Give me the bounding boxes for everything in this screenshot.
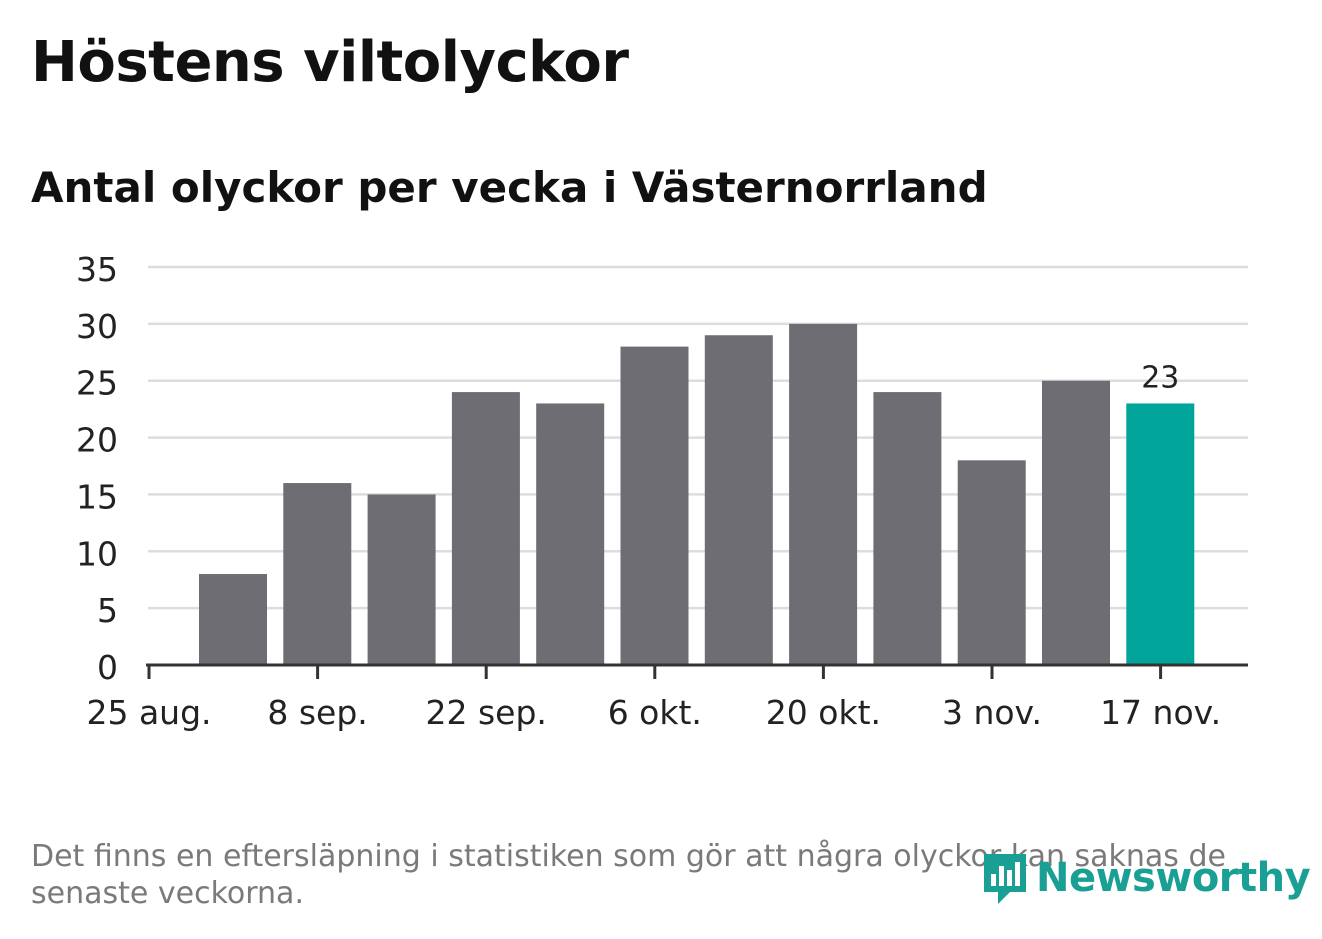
bar [1042, 380, 1110, 665]
y-tick-label: 25 [76, 364, 118, 403]
bar [957, 460, 1026, 665]
bar [620, 346, 689, 665]
chart-title: Höstens viltolyckor [31, 30, 629, 95]
bar [536, 403, 605, 665]
bar-chart: 0 5 10 15 20 25 30 35 23 25 aug. 8 sep. 22 sep. 6 ok… [76, 250, 1248, 732]
bar [789, 323, 858, 665]
x-tick-label: 20 okt. [766, 693, 881, 732]
x-tick-label: 3 nov. [942, 693, 1042, 732]
bar [704, 335, 773, 665]
y-tick-label: 30 [76, 307, 118, 346]
bar [451, 392, 520, 665]
x-tick-label: 22 sep. [425, 693, 546, 732]
newsworthy-logo: Newsworthy [980, 848, 1311, 908]
bar [367, 494, 436, 665]
y-tick-label: 35 [76, 250, 118, 289]
chart-subtitle: Antal olyckor per vecka i Västernorrland [31, 163, 988, 212]
bar [199, 574, 267, 665]
y-tick-label: 15 [76, 477, 118, 516]
data-label: 23 [1141, 360, 1179, 395]
y-tick-label: 5 [97, 591, 118, 630]
bar [873, 392, 942, 665]
bar [1126, 403, 1195, 665]
x-tick-label: 8 sep. [267, 693, 367, 732]
y-tick-label: 10 [76, 534, 118, 573]
bar [283, 483, 352, 665]
logo-text: Newsworthy [1036, 855, 1311, 901]
x-tick-label: 25 aug. [86, 693, 211, 732]
footnote: Det finns en eftersläpning i statistiken… [31, 839, 1226, 911]
x-tick-label: 17 nov. [1100, 693, 1221, 732]
x-tick-label: 6 okt. [608, 693, 702, 732]
newsworthy-logo-icon [984, 854, 1026, 904]
y-tick-label: 20 [76, 421, 118, 460]
y-tick-label: 0 [97, 648, 118, 687]
